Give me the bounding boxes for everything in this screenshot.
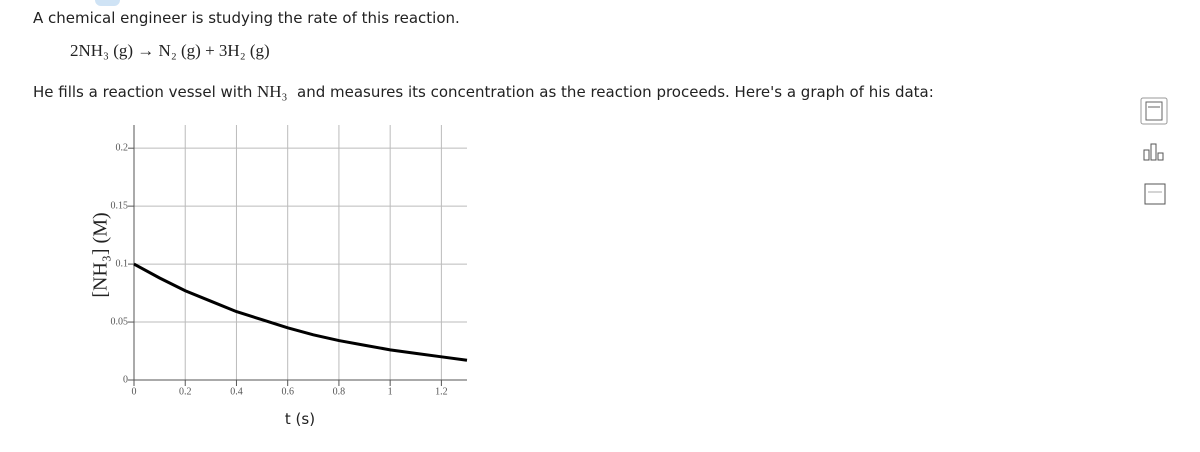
x-axis-label: t (s)	[285, 410, 315, 428]
y-tick-label: 0.1	[116, 258, 129, 269]
x-tick-label: 0.2	[179, 386, 192, 397]
y-axis-label: [NH₃] (M)	[90, 212, 112, 297]
equation: 2NH₃ (g) → N₂ (g) + 3H₂ (g)	[70, 41, 270, 60]
bar-icon	[1150, 143, 1157, 161]
tab-hint	[95, 0, 120, 6]
bar-icon	[1157, 152, 1164, 161]
x-tick-label: 1	[388, 386, 393, 397]
y-tick-label: 0	[123, 374, 128, 385]
x-tick-label: 0.6	[281, 386, 294, 397]
periodic-frame[interactable]	[1144, 183, 1166, 205]
x-tick-label: 0	[132, 386, 137, 397]
x-tick-label: 0.4	[230, 386, 243, 397]
prompt-before: He fills a reaction vessel with	[33, 83, 252, 101]
plot: 0 0.05 0.1 0.15 0.2 0 0.2 0.4 0.6 0.8 1 1.2	[111, 125, 468, 397]
x-tick-label: 1.2	[435, 386, 448, 397]
calculator-icon[interactable]	[1145, 101, 1163, 121]
intro-text: A chemical engineer is studying the rate…	[33, 9, 460, 27]
x-tick-label: 0.8	[333, 386, 346, 397]
calculator-button[interactable]	[1140, 97, 1168, 125]
prompt-species: NH₃	[257, 82, 288, 101]
data-line	[133, 262, 468, 362]
periodic-table-button[interactable]	[1144, 183, 1166, 205]
bar-icon	[1143, 149, 1150, 161]
y-tick-label: 0.15	[111, 200, 129, 211]
y-tick-label: 0.05	[111, 316, 129, 327]
y-tick-label: 0.2	[116, 142, 129, 153]
calculator-frame[interactable]	[1140, 97, 1168, 125]
prompt-after: and measures its concentration as the re…	[297, 83, 934, 101]
data-button[interactable]	[1141, 140, 1167, 166]
